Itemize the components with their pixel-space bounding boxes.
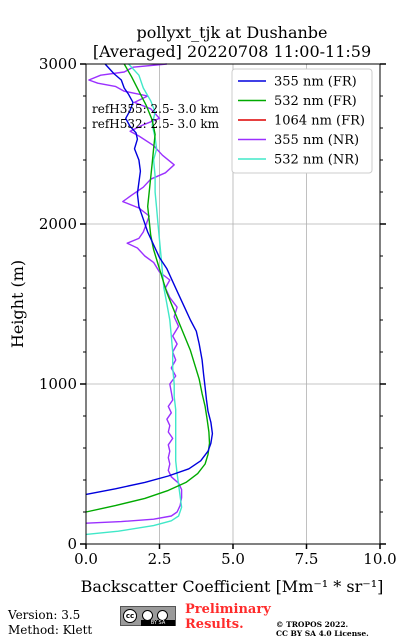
legend-label-3: 355 nm (NR): [274, 133, 359, 148]
chart-title: pollyxt_tjk at Dushanbe: [136, 23, 327, 42]
chart-subtitle: [Averaged] 20220708 11:00-11:59: [93, 42, 371, 61]
legend-label-4: 532 nm (NR): [274, 153, 359, 168]
x-tick-label: 2.5: [148, 550, 172, 568]
data-series: [85, 63, 214, 536]
legend-box: [231, 68, 373, 174]
y-axis-label: Height (m): [8, 260, 27, 348]
version-info: Version: 3.5 Method: Klett: [8, 608, 92, 638]
method-text: Method: Klett: [8, 623, 93, 637]
legend-label-0: 355 nm (FR): [274, 75, 357, 90]
results-text: Results.: [185, 617, 244, 632]
preliminary-notice: Preliminary Results.: [185, 602, 271, 632]
y-tick-label: 3000: [39, 55, 77, 73]
legend: 355 nm (FR) 532 nm (FR) 1064 nm (FR) 355 nm…: [231, 68, 373, 174]
legend-label-2: 1064 nm (FR): [274, 114, 365, 129]
x-tick-label: 10.0: [363, 550, 396, 568]
x-tick-label: 0.0: [74, 550, 98, 568]
cc-license-badge: cc BY SA: [120, 606, 176, 626]
copyright-notice: © TROPOS 2022. CC BY SA 4.0 License.: [276, 620, 369, 638]
series-line-0: [85, 63, 214, 496]
annotation-refh532: refH532: 2.5- 3.0 km: [92, 117, 220, 131]
license-badge-text: BY SA: [141, 620, 175, 626]
x-tick-label: 7.5: [295, 550, 319, 568]
x-tick-label: 5.0: [221, 550, 245, 568]
annotation-refh355: refH355: 2.5- 3.0 km: [92, 102, 220, 116]
copyright-text: © TROPOS 2022.: [276, 620, 349, 629]
plot-frame: [85, 63, 381, 545]
license-text: CC BY SA 4.0 License.: [276, 629, 369, 638]
cc-icon: cc: [123, 609, 137, 623]
version-text: Version: 3.5: [8, 608, 81, 622]
series-line-1: [85, 63, 211, 513]
y-tick-label: 2000: [39, 215, 77, 233]
series-line-4: [85, 63, 183, 536]
x-tick-labels: 0.0 2.5 5.0 7.5 10.0: [74, 550, 397, 568]
y-tick-label: 0: [67, 535, 77, 553]
y-tick-label: 1000: [39, 375, 77, 393]
y-tick-labels: 0 1000 2000 3000: [39, 55, 77, 553]
preliminary-text: Preliminary: [185, 602, 271, 617]
x-axis-label: Backscatter Coefficient [Mm⁻¹ * sr⁻¹]: [81, 577, 384, 596]
legend-label-1: 532 nm (FR): [274, 94, 357, 109]
